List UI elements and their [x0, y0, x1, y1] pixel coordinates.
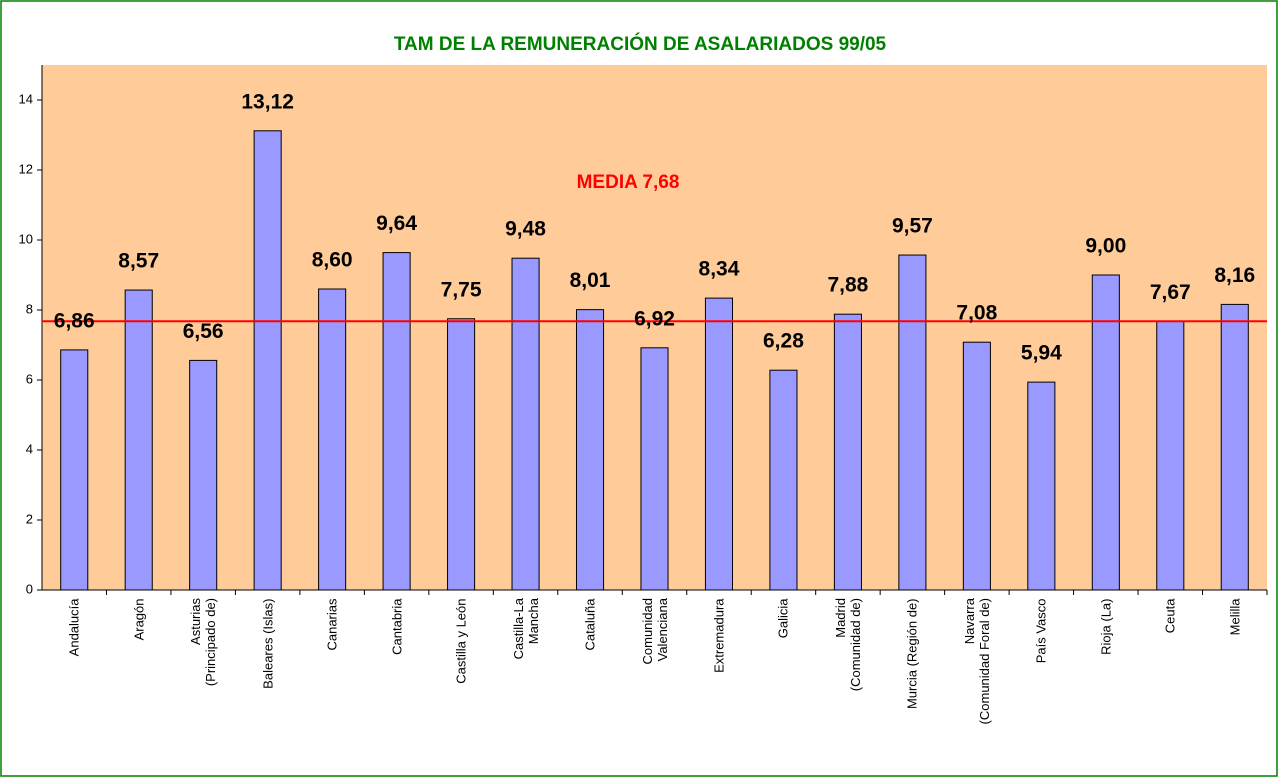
- data-label: 8,16: [1214, 264, 1255, 287]
- data-label: 8,01: [570, 269, 611, 292]
- x-tick-label: Cantabria: [389, 598, 405, 655]
- bar: [640, 347, 669, 591]
- y-tick-label: 4: [26, 441, 33, 456]
- bar: [575, 309, 605, 591]
- data-label: 9,57: [892, 215, 933, 238]
- data-label: 9,48: [505, 218, 546, 241]
- bar: [253, 130, 282, 591]
- y-tick-label: 6: [26, 371, 33, 386]
- y-tick-label: 8: [26, 301, 33, 316]
- x-tick-label: Melilla: [1227, 598, 1243, 635]
- x-tick-label: Galicia: [775, 598, 791, 638]
- x-tick-label: Madrid (Comunidad de): [832, 598, 863, 692]
- y-tick-label: 0: [26, 581, 33, 596]
- bar: [189, 359, 218, 591]
- x-tick-label: Castilla y León: [453, 598, 469, 684]
- bar: [1220, 303, 1249, 591]
- y-tick-label: 10: [19, 231, 33, 246]
- data-label: 8,34: [699, 258, 740, 281]
- bar: [769, 369, 798, 591]
- x-tick-label: País Vasco: [1033, 598, 1049, 663]
- x-tick-label: Castilla-La Mancha: [510, 598, 541, 660]
- x-tick-label: Murcia (Región de): [904, 598, 920, 709]
- bar: [898, 254, 927, 591]
- data-label: 8,57: [118, 250, 159, 273]
- x-tick-label: Andalucía: [66, 598, 82, 656]
- data-label: 6,92: [634, 307, 675, 330]
- data-label: 7,88: [827, 274, 868, 297]
- data-label: 7,75: [441, 278, 482, 301]
- bar: [1027, 381, 1056, 591]
- data-label: 9,64: [376, 212, 417, 235]
- x-tick-label: Extremadura: [711, 598, 727, 673]
- x-tick-label: Aragón: [131, 598, 147, 640]
- y-tick-label: 2: [26, 511, 33, 526]
- bar: [60, 349, 89, 591]
- x-tick-label: Asturias (Principado de): [188, 598, 219, 687]
- bar: [704, 297, 734, 591]
- x-tick-label: Baleares (Islas): [260, 598, 276, 689]
- data-label: 7,08: [956, 302, 997, 325]
- data-label: 13,12: [241, 90, 294, 113]
- data-label: 9,00: [1085, 235, 1126, 258]
- bar: [318, 288, 347, 591]
- bar: [124, 289, 153, 591]
- data-label: 8,60: [312, 249, 353, 272]
- y-tick-label: 14: [19, 91, 33, 106]
- x-tick-label: Canarias: [324, 598, 340, 651]
- data-label: 6,56: [183, 320, 224, 343]
- data-label: 5,94: [1021, 342, 1062, 365]
- bar: [511, 257, 540, 591]
- x-tick-label: Navarra (Comunidad Foral de): [961, 598, 992, 725]
- bar: [962, 341, 991, 591]
- x-tick-label: Rioja (La): [1098, 598, 1114, 655]
- bar: [447, 318, 476, 591]
- x-tick-label: Ceuta: [1162, 598, 1178, 633]
- y-tick-label: 12: [19, 161, 33, 176]
- x-tick-label: Comunidad Valenciana: [639, 598, 670, 665]
- bar: [1091, 274, 1120, 591]
- bar: [382, 252, 411, 591]
- chart-title: TAM DE LA REMUNERACIÓN DE ASALARIADOS 99…: [394, 33, 887, 55]
- data-label: 7,67: [1150, 281, 1191, 304]
- bar: [833, 313, 862, 591]
- bar: [1156, 321, 1185, 591]
- mean-label: MEDIA 7,68: [577, 172, 680, 193]
- x-tick-label: Cataluña: [582, 598, 598, 651]
- data-label: 6,28: [763, 330, 804, 353]
- data-label: 6,86: [54, 309, 95, 332]
